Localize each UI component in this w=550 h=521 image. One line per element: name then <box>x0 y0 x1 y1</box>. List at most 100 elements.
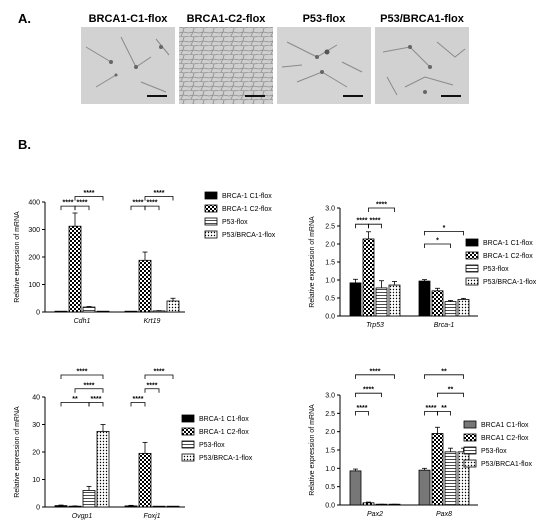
y-tick-label: 2.5 <box>325 411 335 418</box>
legend-swatch <box>463 446 477 455</box>
significance-bracket <box>355 374 395 379</box>
bar-chart-trp53-brca1: 0.0 0.5 1.0 1.5 2.0 2.5 3.0 Relative expression… <box>309 202 537 330</box>
legend-label: P53/BRCA-1-flox <box>199 455 253 462</box>
significance-bracket <box>144 196 174 201</box>
category-label: Pax2 <box>367 511 383 518</box>
y-axis-label: Relative expression of mRNA <box>309 404 316 496</box>
bar <box>388 284 401 317</box>
scale-bar <box>441 95 461 97</box>
significance-label: **** <box>133 200 144 207</box>
legend-label: BRCA-1 C2-flox <box>199 429 249 436</box>
significance-label: **** <box>154 190 165 197</box>
y-tick-label: 3.0 <box>325 393 335 400</box>
significance-label: **** <box>63 200 74 207</box>
y-tick-label: 3.0 <box>325 206 335 213</box>
bar <box>444 301 457 317</box>
category-label: Krt19 <box>144 318 161 325</box>
significance-label: **** <box>357 405 368 412</box>
bar <box>431 290 444 317</box>
bar <box>82 306 96 313</box>
legend-label: BRCA1 C1-flox <box>481 422 529 429</box>
micrograph-title-2: BRCA1-C2-flox <box>186 13 266 25</box>
micrograph-title-1: BRCA1-C1-flox <box>88 13 168 25</box>
significance-bracket <box>424 243 451 248</box>
y-tick-label: 0.5 <box>325 484 335 491</box>
legend-label: P53-flox <box>481 448 507 455</box>
bar <box>54 505 68 508</box>
y-tick-label: 400 <box>28 200 40 207</box>
significance-label: **** <box>84 382 95 389</box>
bar <box>349 282 362 317</box>
scale-bar <box>147 95 167 97</box>
bar-chart-cdh1-krt19: 0 100 200 300 400 Relative expression of mRNA… <box>14 190 276 325</box>
y-tick-label: 1.0 <box>325 278 335 285</box>
bar <box>431 433 444 506</box>
legend-label: BRCA1 C2-flox <box>481 435 529 442</box>
legend-swatch <box>465 251 479 260</box>
significance-bracket <box>355 411 369 416</box>
bar <box>152 310 166 313</box>
micrograph-title-3: P53-flox <box>302 13 346 25</box>
significance-bracket <box>424 231 464 236</box>
legend-label: BRCA-1 C1-flox <box>483 240 533 247</box>
bar <box>166 300 180 313</box>
legend-swatch <box>204 230 218 239</box>
significance-bracket <box>74 388 104 393</box>
legend-swatch <box>181 414 195 423</box>
legend-label: BRCA-1 C2-flox <box>483 253 533 260</box>
y-tick-label: 2.0 <box>325 242 335 249</box>
significance-bracket <box>144 374 174 379</box>
bar <box>418 469 431 506</box>
category-label: Trp53 <box>366 322 384 329</box>
legend-label: P53-flox <box>222 219 248 226</box>
y-tick-label: 0.5 <box>325 296 335 303</box>
bar <box>457 299 470 317</box>
significance-label: **** <box>363 387 374 394</box>
legend-swatch <box>181 427 195 436</box>
significance-bracket <box>130 205 146 211</box>
bar <box>362 502 375 506</box>
legend-swatch <box>204 217 218 226</box>
significance-bracket <box>355 392 382 398</box>
significance-bracket <box>368 223 382 229</box>
y-tick-label: 40 <box>32 395 40 402</box>
significance-bracket <box>437 392 464 398</box>
y-tick-label: 2.5 <box>325 224 335 231</box>
significance-label: **** <box>376 202 387 209</box>
scale-bar <box>343 95 363 97</box>
significance-bracket <box>437 411 451 416</box>
legend-swatch <box>465 277 479 286</box>
micrograph-image-3 <box>277 27 371 104</box>
y-tick-label: 20 <box>32 450 40 457</box>
category-label: Foxj1 <box>143 513 160 520</box>
legend-swatch <box>204 191 218 200</box>
micrograph-image-1 <box>81 27 175 104</box>
y-axis-label: Relative expression of mRNA <box>309 216 316 308</box>
significance-label: **** <box>357 218 368 225</box>
legend-swatch <box>463 433 477 442</box>
significance-label: **** <box>154 369 165 376</box>
legend-label: P53/BRCA-1-flox <box>483 279 537 286</box>
category-label: Pax8 <box>436 511 452 518</box>
significance-label: ** <box>441 368 447 375</box>
category-label: Brca-1 <box>434 322 455 329</box>
significance-label: **** <box>77 200 88 207</box>
significance-label: * <box>443 225 446 232</box>
significance-label: **** <box>133 396 144 403</box>
y-tick-label: 30 <box>32 422 40 429</box>
significance-bracket <box>424 411 438 416</box>
bar <box>375 287 388 317</box>
micrograph-title-4: P53/BRCA1-flox <box>380 13 464 25</box>
bar <box>138 259 152 313</box>
legend-swatch <box>181 453 195 462</box>
legend-label: BRCA-1 C1-flox <box>222 193 272 200</box>
y-tick-label: 300 <box>28 227 40 234</box>
bar <box>96 430 110 508</box>
bar <box>349 470 362 506</box>
category-label: Ovgp1 <box>72 513 93 520</box>
significance-bracket <box>74 196 104 201</box>
bar-chart-ovgp1-foxj1: 0 10 20 30 40 Relative expression of mRNA Ovgp… <box>14 369 253 521</box>
significance-bracket <box>424 374 464 379</box>
y-tick-label: 1.0 <box>325 466 335 473</box>
bar <box>138 452 152 508</box>
